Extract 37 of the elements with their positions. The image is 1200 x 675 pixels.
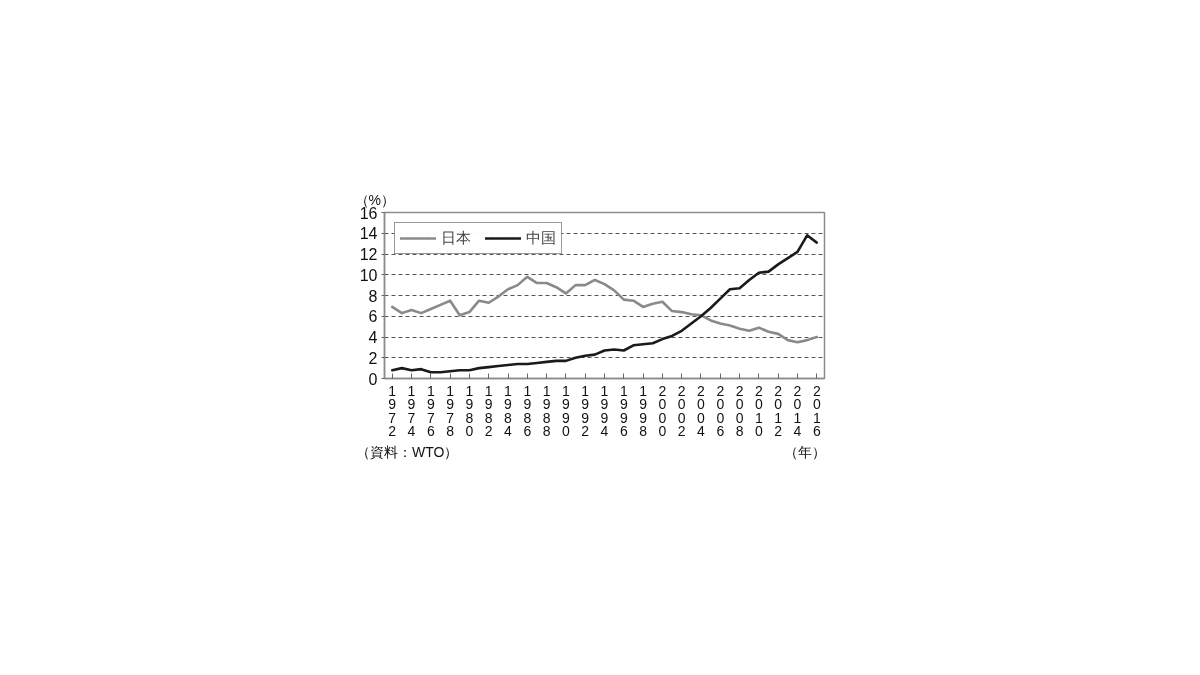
x-tick-label: 1 9 8 8 <box>542 382 551 440</box>
x-tick-label: 1 9 9 2 <box>581 382 590 440</box>
legend-label: 日本 <box>441 228 471 248</box>
y-tick-label: 14 <box>359 225 378 243</box>
y-tick-label: 10 <box>359 266 378 284</box>
x-tick-label: 2 0 1 4 <box>793 382 802 440</box>
y-tick-label: 2 <box>368 349 378 367</box>
x-tick-label: 2 0 0 8 <box>735 382 744 440</box>
x-tick-label: 2 0 0 0 <box>658 382 667 440</box>
x-tick-label: 1 9 7 4 <box>407 382 416 440</box>
y-tick-label: 0 <box>368 370 378 388</box>
x-tick-label: 2 0 1 0 <box>754 382 763 440</box>
y-axis-title: （%） <box>354 191 395 208</box>
x-axis-title: （年） <box>784 443 826 462</box>
line-series <box>390 275 819 344</box>
y-tick-label: 4 <box>368 329 378 346</box>
text: （資料：WTO） <box>356 443 459 462</box>
x-tick-label: 1 9 8 6 <box>523 382 532 440</box>
x-tick-label: 1 9 8 2 <box>484 382 493 440</box>
y-tick-label: 12 <box>359 246 378 263</box>
x-tick-label: 2 0 1 2 <box>774 382 783 440</box>
x-tick-label: 1 9 7 8 <box>446 382 455 440</box>
x-tick-label: 1 9 7 6 <box>426 382 435 440</box>
x-tick-label: 1 9 7 2 <box>388 382 397 440</box>
x-tick-label: 2 0 0 4 <box>697 382 706 440</box>
x-tick-label: 2 0 0 2 <box>677 382 686 440</box>
y-tick-label: 8 <box>368 287 378 305</box>
x-tick-label: 1 9 9 4 <box>600 382 609 440</box>
y-tick-label: 6 <box>368 308 378 326</box>
x-tick-label: 1 9 8 0 <box>465 382 474 440</box>
x-tick-label: 1 9 9 6 <box>619 382 628 440</box>
legend-label: 中国 <box>526 228 556 248</box>
x-tick-label: 2 0 0 6 <box>716 382 725 440</box>
x-tick-label: 1 9 8 4 <box>504 382 513 440</box>
x-tick-label: 1 9 9 0 <box>562 382 571 440</box>
x-tick-label: 1 9 9 8 <box>639 382 648 440</box>
x-tick-label: 2 0 1 6 <box>812 382 821 440</box>
